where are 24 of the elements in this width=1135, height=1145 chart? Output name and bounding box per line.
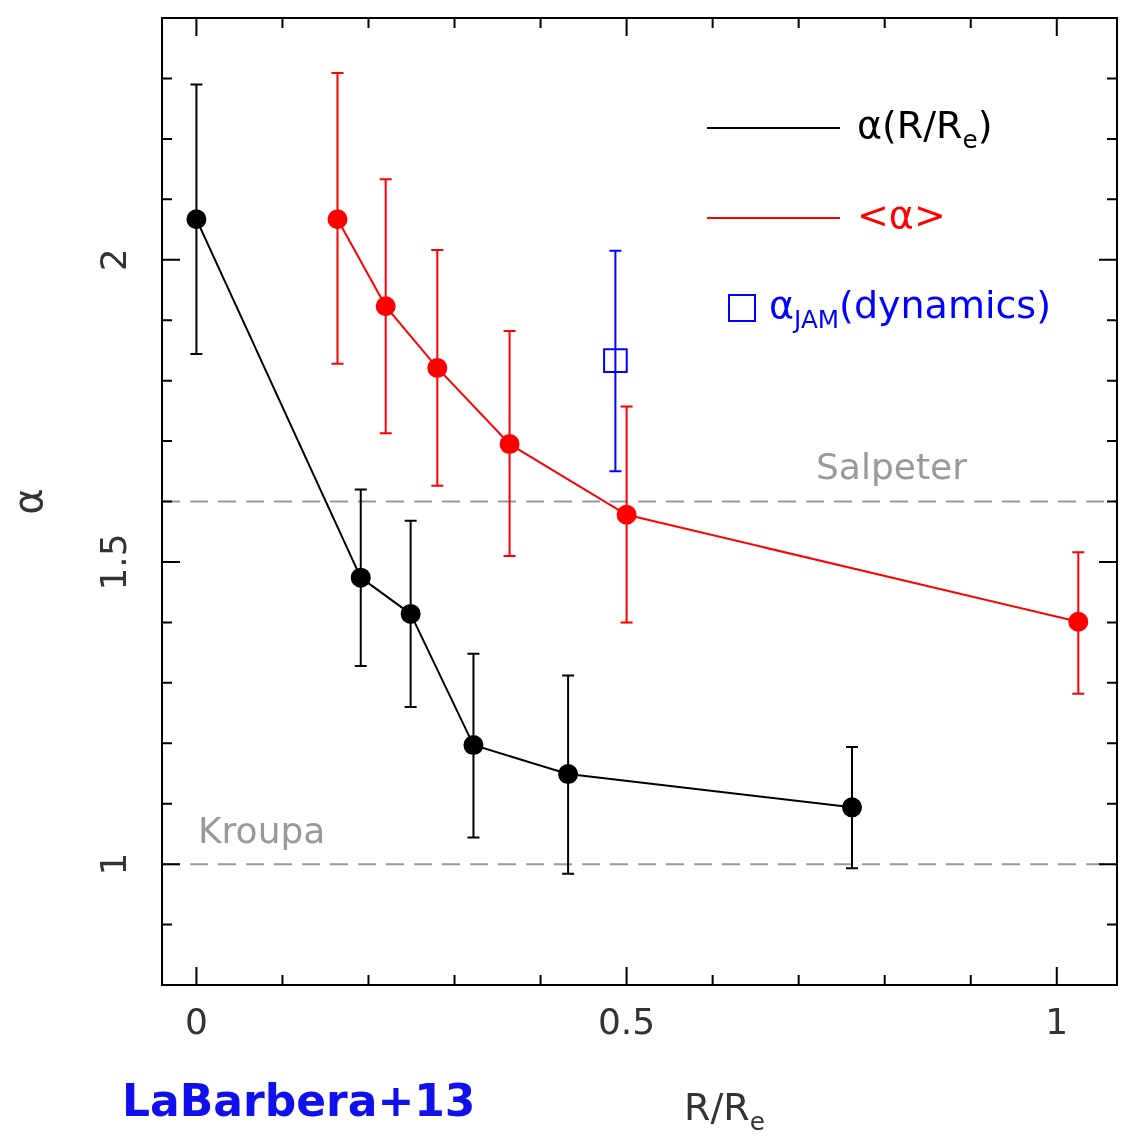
x-tick-label: 0 xyxy=(184,1001,208,1043)
point xyxy=(616,504,637,525)
point xyxy=(499,434,520,455)
y-axis-title: α xyxy=(5,488,52,515)
text: LaBarbera+13 xyxy=(122,1075,476,1127)
point xyxy=(427,357,448,378)
y-tick-label: 1.5 xyxy=(93,533,135,591)
point xyxy=(558,764,579,785)
legend-label: <α> xyxy=(857,192,946,237)
x-tick-label: 1 xyxy=(1045,1001,1069,1043)
point xyxy=(375,296,396,317)
ref-line-label: Kroupa xyxy=(198,810,326,852)
ref-line-label: Salpeter xyxy=(816,445,968,487)
point xyxy=(603,348,628,373)
point xyxy=(1068,611,1089,632)
point xyxy=(842,797,863,818)
y-tick-label: 1 xyxy=(93,852,135,876)
y-tick-label: 2 xyxy=(93,248,135,272)
point xyxy=(327,209,348,230)
point xyxy=(463,735,484,756)
point xyxy=(400,603,421,624)
point xyxy=(350,567,371,588)
point xyxy=(186,209,207,230)
x-tick-label: 0.5 xyxy=(597,1001,656,1043)
